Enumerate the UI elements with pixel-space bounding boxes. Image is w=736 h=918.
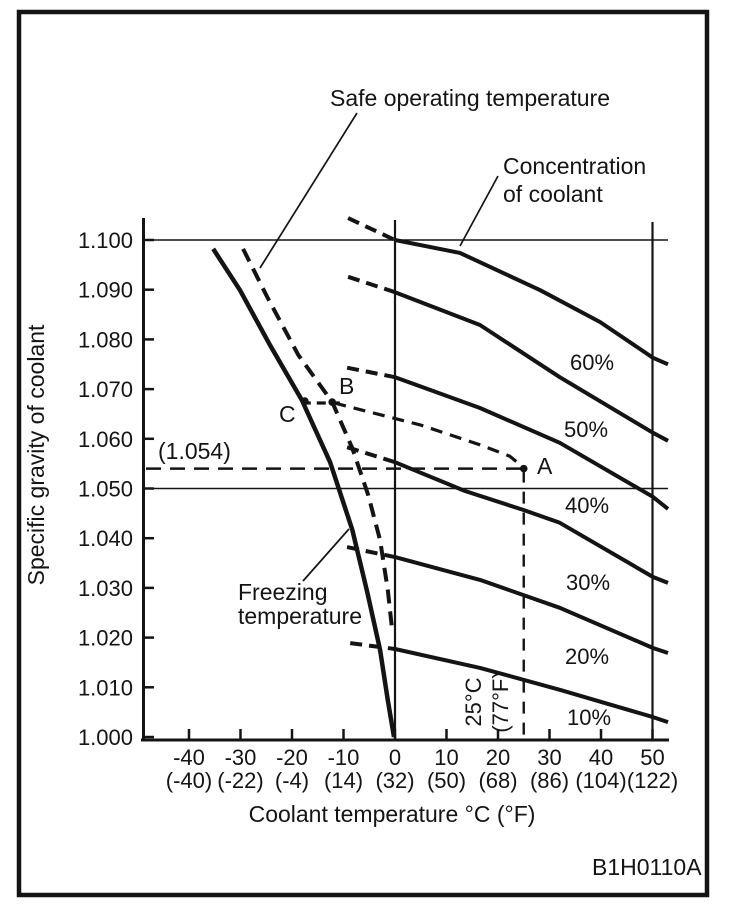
x-tick-label-fahrenheit: (68) [478, 768, 517, 793]
y-tick-label: 1.030 [78, 576, 133, 601]
concentration-curve-40%-dashed-extension [346, 365, 396, 380]
x-tick-label-celsius: -10 [328, 745, 360, 770]
concentration-curve-10% [394, 647, 669, 724]
concentration-label-30%: 30% [566, 570, 610, 595]
x-tick-label-celsius: -40 [173, 745, 205, 770]
y-tick-label: 1.040 [78, 526, 133, 551]
y-tick-label: 1.050 [78, 477, 133, 502]
concentration-label-20%: 20% [565, 644, 609, 669]
guide-curve-b-to-a [333, 401, 525, 469]
temp-reference-label-fahrenheit: (77°F) [488, 671, 513, 732]
point-b-dot [328, 398, 336, 406]
concentration-curve-10%-dashed-extension [349, 641, 396, 651]
y-tick-label: 1.020 [78, 626, 133, 651]
point-c-dot [301, 397, 309, 405]
x-tick-label-fahrenheit: (-40) [166, 768, 212, 793]
y-tick-label: 1.010 [78, 675, 133, 700]
concentration-of-coolant-label-line2: of coolant [503, 181, 603, 207]
concentration-curve-60%-dashed-extension [347, 216, 396, 242]
chart-lines-layer [16, 9, 710, 898]
figure-border [16, 9, 710, 898]
concentration-curve-60% [394, 238, 669, 367]
freezing-temperature-curve [211, 247, 397, 738]
safe-operating-temperature-curve [241, 248, 394, 628]
concentration-of-coolant-label-line1: Concentration [503, 153, 646, 179]
x-tick-label-fahrenheit: (14) [324, 768, 363, 793]
y-axis-title: Specific gravity of coolant [23, 324, 49, 585]
concentration-curve-50%-dashed-extension [347, 274, 396, 295]
concentration-leader-line [459, 175, 499, 247]
concentration-curve-50% [394, 290, 669, 443]
x-tick-label-fahrenheit: (-4) [275, 768, 309, 793]
temp-reference-label-celsius: 25°C [461, 677, 486, 726]
concentration-curve-30%-dashed-extension [346, 445, 396, 465]
sg-reference-value-label: (1.054) [158, 438, 231, 464]
x-tick-label-fahrenheit: (32) [375, 768, 414, 793]
concentration-label-10%: 10% [567, 705, 611, 730]
x-tick-label-celsius: -30 [225, 745, 257, 770]
freezing-temperature-label-line2: temperature [238, 603, 362, 629]
x-tick-label-fahrenheit: (104) [575, 768, 626, 793]
x-tick-label-celsius: 50 [640, 745, 664, 770]
x-tick-label-fahrenheit: (122) [627, 768, 678, 793]
concentration-curve-20%-dashed-extension [346, 545, 396, 560]
concentration-curve-40% [394, 375, 670, 511]
figure-id-label: B1H0110A [592, 854, 702, 880]
concentration-curve-20% [394, 555, 669, 655]
y-tick-label: 1.080 [78, 327, 133, 352]
x-tick-label-celsius: 30 [537, 745, 561, 770]
point-c-label: C [279, 401, 296, 427]
x-tick-label-celsius: -20 [276, 745, 308, 770]
safe-operating-leader-line [259, 112, 358, 269]
point-a-dot [519, 464, 528, 473]
y-tick-label: 1.070 [78, 377, 133, 402]
x-tick-label-fahrenheit: (-22) [217, 768, 263, 793]
safe-operating-temperature-label: Safe operating temperature [330, 85, 610, 111]
x-tick-label-celsius: 10 [434, 745, 458, 770]
freezing-leader-line [302, 528, 350, 582]
y-tick-label: 1.090 [78, 278, 133, 303]
point-a-label: A [537, 453, 553, 479]
y-tick-label: 1.100 [78, 228, 133, 253]
x-axis-title: Coolant temperature °C (°F) [249, 801, 536, 827]
point-b-label: B [339, 373, 354, 399]
x-tick-label-celsius: 0 [389, 745, 401, 770]
freezing-temperature-label-line1: Freezing [238, 579, 327, 605]
y-tick-label: 1.000 [78, 725, 133, 750]
x-tick-label-celsius: 20 [486, 745, 510, 770]
axis-ticks-layer: 1.100 1.090 1.080 1.070 1.060 1.050 1.040 1.030… [78, 228, 678, 793]
concentration-label-60%: 60% [570, 350, 614, 375]
x-tick-label-fahrenheit: (50) [427, 768, 466, 793]
x-tick-label-fahrenheit: (86) [530, 768, 569, 793]
x-tick-label-celsius: 40 [589, 745, 613, 770]
concentration-label-40%: 40% [565, 493, 609, 518]
y-tick-label: 1.060 [78, 427, 133, 452]
concentration-label-50%: 50% [564, 417, 608, 442]
concentration-curve-30% [394, 460, 669, 585]
